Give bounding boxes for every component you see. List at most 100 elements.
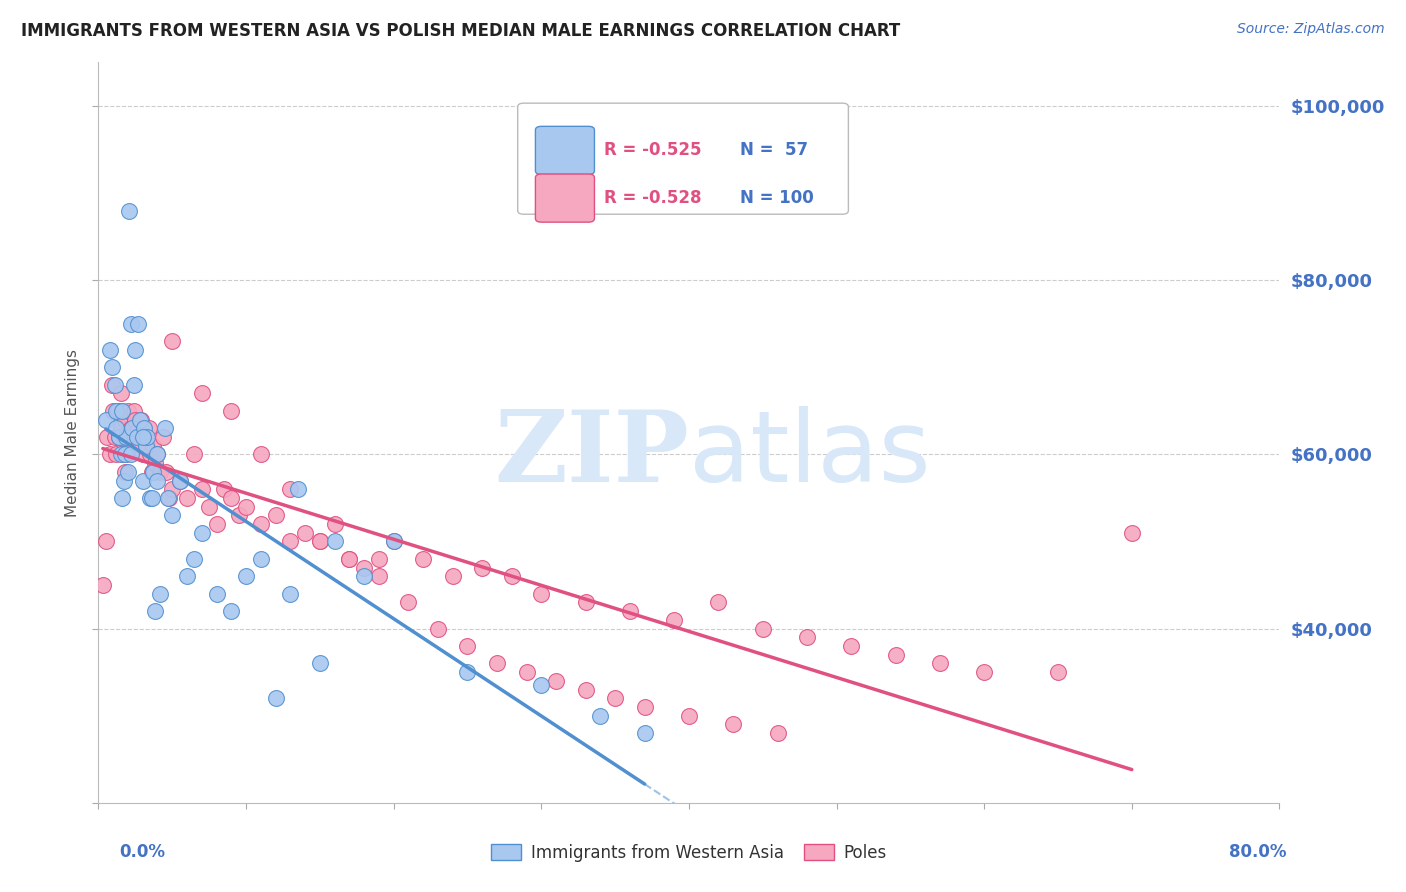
Point (146, 447, 169, 461)
Point (136, 439, 159, 453)
Point (125, 430, 148, 444)
Point (128, 439, 150, 453)
Point (94, 412, 117, 426)
Point (153, 421, 176, 435)
Point (121, 421, 143, 435)
Point (264, 508, 287, 523)
Point (111, 491, 134, 505)
Point (105, 421, 128, 435)
Point (183, 447, 205, 461)
Point (457, 665, 479, 680)
Point (112, 474, 135, 488)
Point (353, 569, 375, 583)
Point (664, 613, 686, 627)
Point (309, 534, 332, 549)
Point (398, 595, 420, 609)
Point (169, 474, 191, 488)
Point (198, 500, 221, 514)
Point (382, 534, 405, 549)
Point (250, 552, 273, 566)
Point (353, 560, 375, 574)
Point (122, 377, 145, 392)
Point (139, 447, 162, 461)
Point (162, 508, 183, 523)
Point (143, 604, 166, 618)
Point (94, 534, 117, 549)
Point (118, 203, 141, 218)
Point (723, 717, 745, 731)
Point (136, 430, 159, 444)
Point (122, 404, 145, 418)
Point (929, 657, 952, 671)
Point (287, 482, 309, 496)
Point (127, 317, 149, 331)
Point (146, 474, 169, 488)
Point (121, 439, 143, 453)
Point (124, 343, 146, 357)
Point (546, 673, 568, 688)
Point (104, 377, 127, 392)
Point (115, 447, 138, 461)
FancyBboxPatch shape (536, 127, 595, 175)
Point (152, 430, 174, 444)
Point (575, 595, 598, 609)
Point (162, 334, 183, 348)
Point (221, 604, 243, 618)
Point (141, 491, 163, 505)
Point (98, 343, 121, 357)
Point (100, 377, 122, 392)
Point (589, 708, 612, 723)
Point (205, 587, 228, 601)
Point (135, 430, 157, 444)
Point (191, 386, 214, 401)
Point (114, 447, 136, 461)
Point (501, 569, 523, 583)
Point (221, 491, 243, 505)
Point (280, 534, 302, 549)
Point (250, 517, 273, 532)
Point (108, 430, 131, 444)
Point (117, 404, 139, 418)
Point (309, 657, 332, 671)
Point (368, 569, 391, 583)
Point (132, 430, 155, 444)
Point (183, 552, 205, 566)
Point (530, 587, 553, 601)
Text: N = 100: N = 100 (740, 189, 814, 207)
Point (115, 430, 138, 444)
Point (235, 500, 257, 514)
Point (280, 587, 302, 601)
Point (368, 552, 391, 566)
Point (120, 317, 142, 331)
Point (105, 447, 128, 461)
Point (105, 404, 128, 418)
Point (108, 430, 131, 444)
Point (127, 421, 149, 435)
Point (132, 447, 155, 461)
Text: 0.0%: 0.0% (120, 843, 166, 861)
Point (176, 491, 198, 505)
Point (142, 465, 165, 479)
Point (114, 465, 136, 479)
Point (169, 474, 191, 488)
Point (125, 430, 148, 444)
Point (575, 682, 598, 697)
Point (339, 552, 361, 566)
Point (457, 639, 479, 653)
Point (339, 552, 361, 566)
Point (441, 569, 464, 583)
Point (212, 482, 235, 496)
Point (111, 404, 134, 418)
Point (309, 534, 332, 549)
Point (156, 491, 179, 505)
Point (205, 517, 228, 532)
Text: ZIP: ZIP (494, 407, 689, 503)
Point (111, 447, 134, 461)
Point (162, 482, 183, 496)
Point (110, 386, 132, 401)
Point (176, 569, 198, 583)
Point (294, 525, 316, 540)
Point (107, 404, 129, 418)
Point (191, 525, 214, 540)
Point (134, 421, 156, 435)
